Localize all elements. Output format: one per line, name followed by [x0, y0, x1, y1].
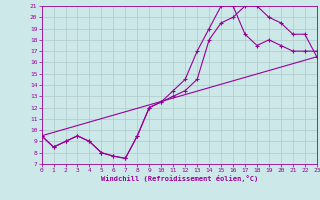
X-axis label: Windchill (Refroidissement éolien,°C): Windchill (Refroidissement éolien,°C) [100, 175, 258, 182]
